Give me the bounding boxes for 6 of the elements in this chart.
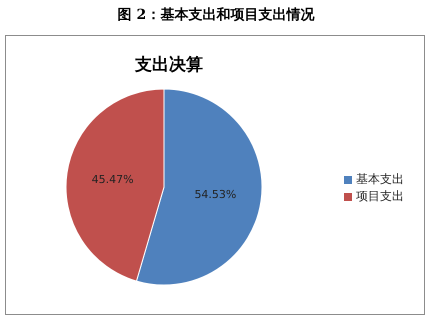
data-label: 45.47% — [92, 173, 134, 186]
data-label: 54.53% — [194, 188, 236, 201]
chart-subtitle: 支出决算 — [134, 54, 204, 76]
legend-label: 基本支出 — [356, 172, 404, 186]
chart-title: 图 2：基本支出和项目支出情况 — [116, 6, 316, 24]
legend-label: 项目支出 — [356, 189, 404, 203]
